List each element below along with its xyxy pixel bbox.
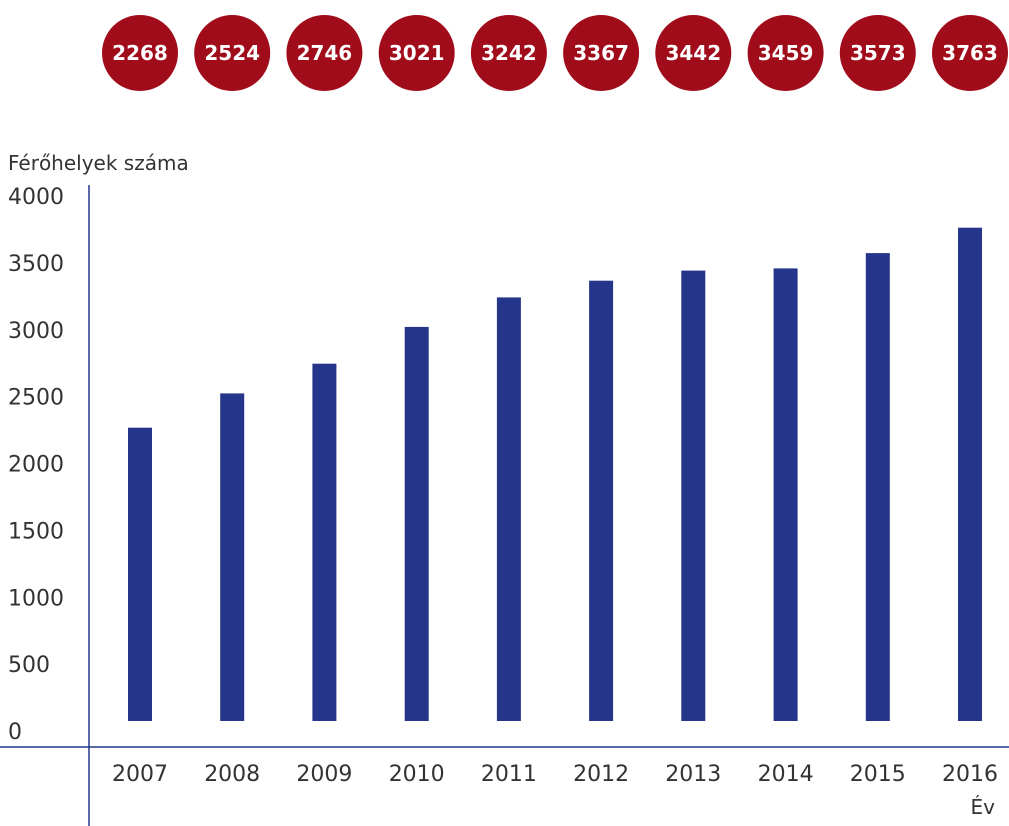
y-tick-label: 1500	[8, 519, 64, 544]
value-badge: 2746	[286, 15, 363, 91]
bar	[865, 253, 890, 721]
value-badge-circle	[286, 15, 363, 91]
y-tick-label: 1000	[8, 586, 64, 611]
value-badge: 3763	[932, 15, 1008, 91]
value-badge-label: 3021	[389, 41, 445, 65]
value-badge-circle	[102, 15, 178, 91]
bar	[220, 393, 245, 721]
x-tick-label: 2012	[573, 762, 629, 787]
x-tick-label: 2007	[112, 762, 168, 787]
value-badge: 2268	[102, 15, 178, 91]
bars	[128, 227, 982, 721]
x-tick-label: 2013	[665, 762, 721, 787]
value-badge-label: 3573	[850, 41, 906, 65]
y-tick-label: 3000	[8, 319, 64, 344]
y-tick-label: 0	[8, 720, 22, 745]
value-badge-label: 2524	[204, 41, 260, 65]
value-badge-circle	[932, 15, 1008, 91]
x-tick-label: 2010	[389, 762, 445, 787]
y-axis-ticks: 0 500 1000 1500 2000 2500 3000 3500 4000	[8, 185, 64, 745]
bar	[404, 326, 429, 721]
value-badge-circle	[378, 15, 455, 91]
value-badge-label: 3242	[481, 41, 537, 65]
x-tick-label: 2011	[481, 762, 537, 787]
y-tick-label: 2000	[8, 453, 64, 478]
value-badge-label: 3459	[758, 41, 814, 65]
value-badge-label: 2268	[112, 41, 168, 65]
bar	[589, 280, 614, 721]
y-tick-label: 3500	[8, 252, 64, 277]
x-axis-ticks: 2007 2008 2009 2010 2011 2012 2013 2014 2015 2016	[112, 762, 998, 787]
value-badge: 3442	[655, 15, 732, 91]
value-badge: 3367	[563, 15, 640, 91]
value-badges: 2268 2524 2746 3021 3242 3367 3442 3459 3573 3763	[102, 15, 1008, 91]
value-badge-circle	[839, 15, 916, 91]
x-tick-label: 2015	[850, 762, 906, 787]
y-axis-title: Férőhelyek száma	[8, 151, 189, 175]
value-badge: 2524	[194, 15, 271, 91]
bar	[496, 297, 521, 721]
value-badge-label: 3442	[665, 41, 721, 65]
value-badge-circle	[194, 15, 271, 91]
bar	[128, 427, 152, 721]
value-badge-circle	[563, 15, 640, 91]
value-badge: 3021	[378, 15, 455, 91]
value-badge-label: 3763	[942, 41, 998, 65]
value-badge: 3573	[839, 15, 916, 91]
x-tick-label: 2016	[942, 762, 998, 787]
x-tick-label: 2008	[204, 762, 260, 787]
x-axis-title: Év	[971, 795, 996, 819]
value-badge-label: 3367	[573, 41, 629, 65]
value-badge-circle	[470, 15, 547, 91]
bar	[773, 268, 798, 721]
bar	[312, 363, 337, 721]
bar	[681, 270, 706, 721]
y-tick-label: 500	[8, 653, 50, 678]
value-badge-label: 2746	[297, 41, 353, 65]
value-badge: 3242	[470, 15, 547, 91]
value-badge-circle	[747, 15, 824, 91]
y-tick-label: 4000	[8, 185, 64, 210]
y-tick-label: 2500	[8, 386, 64, 411]
x-tick-label: 2014	[758, 762, 814, 787]
value-badge-circle	[655, 15, 732, 91]
bar	[958, 227, 982, 721]
value-badge: 3459	[747, 15, 824, 91]
x-tick-label: 2009	[296, 762, 352, 787]
